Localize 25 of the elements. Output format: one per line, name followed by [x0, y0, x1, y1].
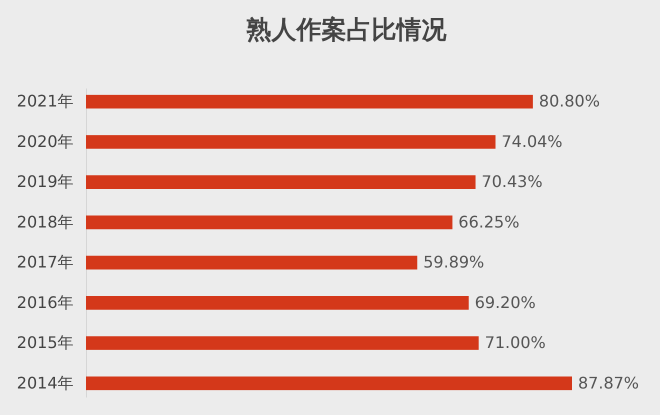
y-tick-label: 2014年 — [16, 373, 74, 392]
bar — [86, 175, 476, 189]
y-tick-label: 2018年 — [16, 212, 74, 232]
data-label: 70.43% — [482, 172, 543, 192]
data-label: 69.20% — [474, 292, 536, 312]
y-tick-label: 2015年 — [16, 333, 74, 352]
data-label: 80.80% — [538, 92, 600, 111]
bar — [86, 135, 496, 149]
bar — [86, 216, 452, 230]
y-tick-label: 2017年 — [16, 252, 74, 272]
data-label: 74.04% — [502, 132, 563, 151]
bar — [86, 94, 533, 109]
bar — [86, 296, 469, 310]
y-tick-label: 2019年 — [16, 172, 74, 192]
y-tick-label: 2021年 — [16, 92, 74, 111]
chart-title: 熟人作案占比情况 — [245, 15, 448, 44]
data-label: 71.00% — [484, 333, 546, 352]
bar — [86, 256, 418, 270]
data-label: 66.25% — [458, 212, 520, 232]
data-label: 59.89% — [423, 252, 484, 272]
bar — [86, 336, 479, 350]
y-tick-label: 2016年 — [16, 292, 74, 312]
y-tick-label: 2020年 — [16, 132, 74, 151]
data-label: 87.87% — [578, 373, 640, 392]
bar — [86, 376, 572, 390]
